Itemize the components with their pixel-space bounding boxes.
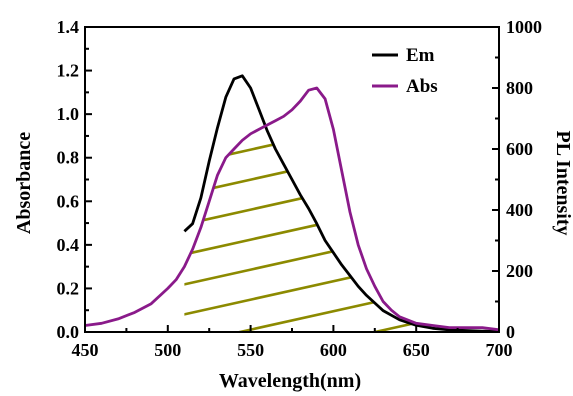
legend: Em Abs [372,45,438,97]
hatch-line [150,52,420,112]
y-tick-label: 0.8 [57,148,80,168]
y-tick-label: 0.6 [57,191,80,211]
hatch-line [184,140,421,204]
y2-tick-label: 200 [506,261,533,281]
y-tick-label: 1.2 [57,61,80,81]
y2-tick-label: 1000 [506,17,542,37]
y2-tick-label: 0 [506,322,515,342]
x-tick-label: 450 [72,340,99,360]
y-tick-label: 0.4 [57,235,80,255]
series-lines [84,74,500,333]
x-axis: 450 500 550 600 650 700 [72,325,513,360]
x-tick-label: 550 [237,340,264,360]
hatch-line [184,126,421,144]
x-tick-label: 500 [154,340,181,360]
series-line-em [183,74,500,333]
y2-tick-label: 600 [506,139,533,159]
y-axis-right: 0 200 400 600 800 1000 [492,17,542,342]
y2-tick-label: 400 [506,200,533,220]
hatch-line [184,126,421,174]
y-tick-label: 1.0 [57,104,80,124]
x-tick-label: 600 [320,340,347,360]
y2-tick-label: 800 [506,78,533,98]
y-tick-label: 0.2 [57,278,80,298]
hatch-line [184,230,421,294]
y2-axis-title: PL Intensity [552,130,573,235]
y-axis-title: Absorbance [13,132,35,234]
x-tick-label: 650 [403,340,430,360]
legend-label-em: Em [406,45,435,66]
hatch-line [184,170,421,234]
y-axis-left: 0.0 0.2 0.4 0.6 0.8 1.0 1.2 1.4 [57,17,92,342]
y-tick-label: 0.0 [57,322,80,342]
y-tick-label: 1.4 [57,17,80,37]
legend-label-abs: Abs [406,76,438,97]
x-axis-title: Wavelength(nm) [219,370,361,392]
hatch-line [184,290,421,332]
x-tick-label: 700 [486,340,513,360]
series-line-abs [84,86,500,332]
